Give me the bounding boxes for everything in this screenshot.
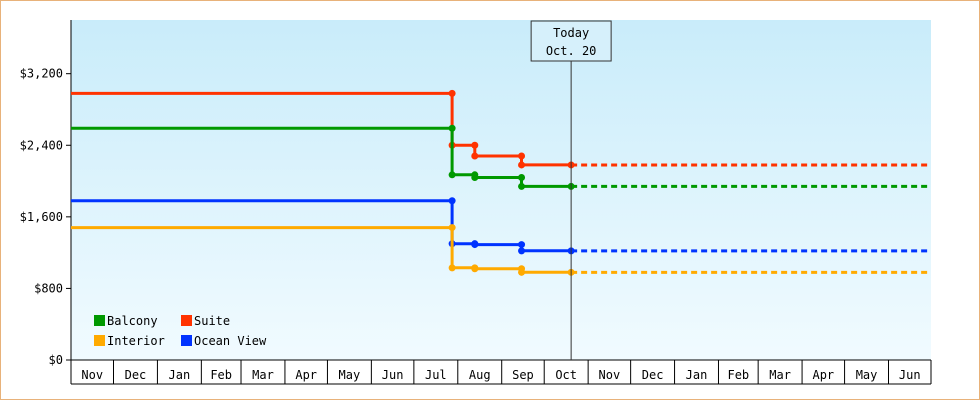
x-tick-label: Jun: [382, 368, 404, 382]
x-tick-label: Apr: [295, 368, 317, 382]
x-tick-label: Nov: [599, 368, 621, 382]
series-interior-point: [518, 268, 526, 276]
series-suite-point: [518, 161, 526, 169]
series-balcony-point: [518, 182, 526, 190]
y-tick-label: $2,400: [20, 138, 63, 152]
series-ocean-view-point: [471, 241, 479, 249]
x-tick-label: May: [339, 368, 361, 382]
x-tick-label: Feb: [210, 368, 232, 382]
x-tick-label: Jun: [899, 368, 921, 382]
today-box: [530, 20, 612, 62]
y-tick-label: $0: [49, 353, 63, 367]
x-tick-label: Mar: [252, 368, 274, 382]
x-tick-label: Jan: [686, 368, 708, 382]
series-interior-point: [448, 264, 456, 272]
x-tick-label: Aug: [469, 368, 491, 382]
legend-label-suite: Suite: [194, 314, 230, 328]
series-suite-point: [448, 89, 456, 97]
legend-label-ocean-view: Ocean View: [194, 334, 267, 348]
series-interior-point: [448, 224, 456, 232]
plot-area: [71, 20, 931, 360]
series-suite-point: [471, 141, 479, 149]
series-suite-point: [518, 152, 526, 160]
x-tick-label: May: [856, 368, 878, 382]
x-tick-label: Oct: [555, 368, 577, 382]
today-label: Today: [553, 26, 589, 40]
legend-swatch-balcony: [94, 315, 105, 326]
series-ocean-view-point: [448, 197, 456, 205]
y-tick-label: $3,200: [20, 67, 63, 81]
x-tick-label: Dec: [125, 368, 147, 382]
x-tick-label: Jul: [425, 368, 447, 382]
x-tick-label: Dec: [642, 368, 664, 382]
legend-swatch-interior: [94, 335, 105, 346]
x-tick-label: Jan: [169, 368, 191, 382]
x-tick-label: Nov: [81, 368, 103, 382]
series-balcony-point: [448, 171, 456, 179]
series-interior-point: [471, 265, 479, 273]
series-suite-point: [471, 152, 479, 160]
y-tick-label: $800: [34, 281, 63, 295]
x-tick-label: Feb: [727, 368, 749, 382]
legend-swatch-suite: [181, 315, 192, 326]
today-date: Oct. 20: [546, 44, 597, 58]
series-ocean-view-point: [518, 241, 526, 249]
legend-swatch-ocean-view: [181, 335, 192, 346]
x-tick-label: Mar: [769, 368, 791, 382]
series-ocean-view-point: [518, 247, 526, 255]
x-tick-label: Sep: [512, 368, 534, 382]
series-balcony-point: [448, 124, 456, 132]
y-tick-label: $1,600: [20, 210, 63, 224]
legend-label-balcony: Balcony: [107, 314, 158, 328]
series-balcony-point: [471, 173, 479, 181]
x-tick-label: Apr: [812, 368, 834, 382]
legend-label-interior: Interior: [107, 334, 165, 348]
series-balcony-point: [518, 173, 526, 181]
